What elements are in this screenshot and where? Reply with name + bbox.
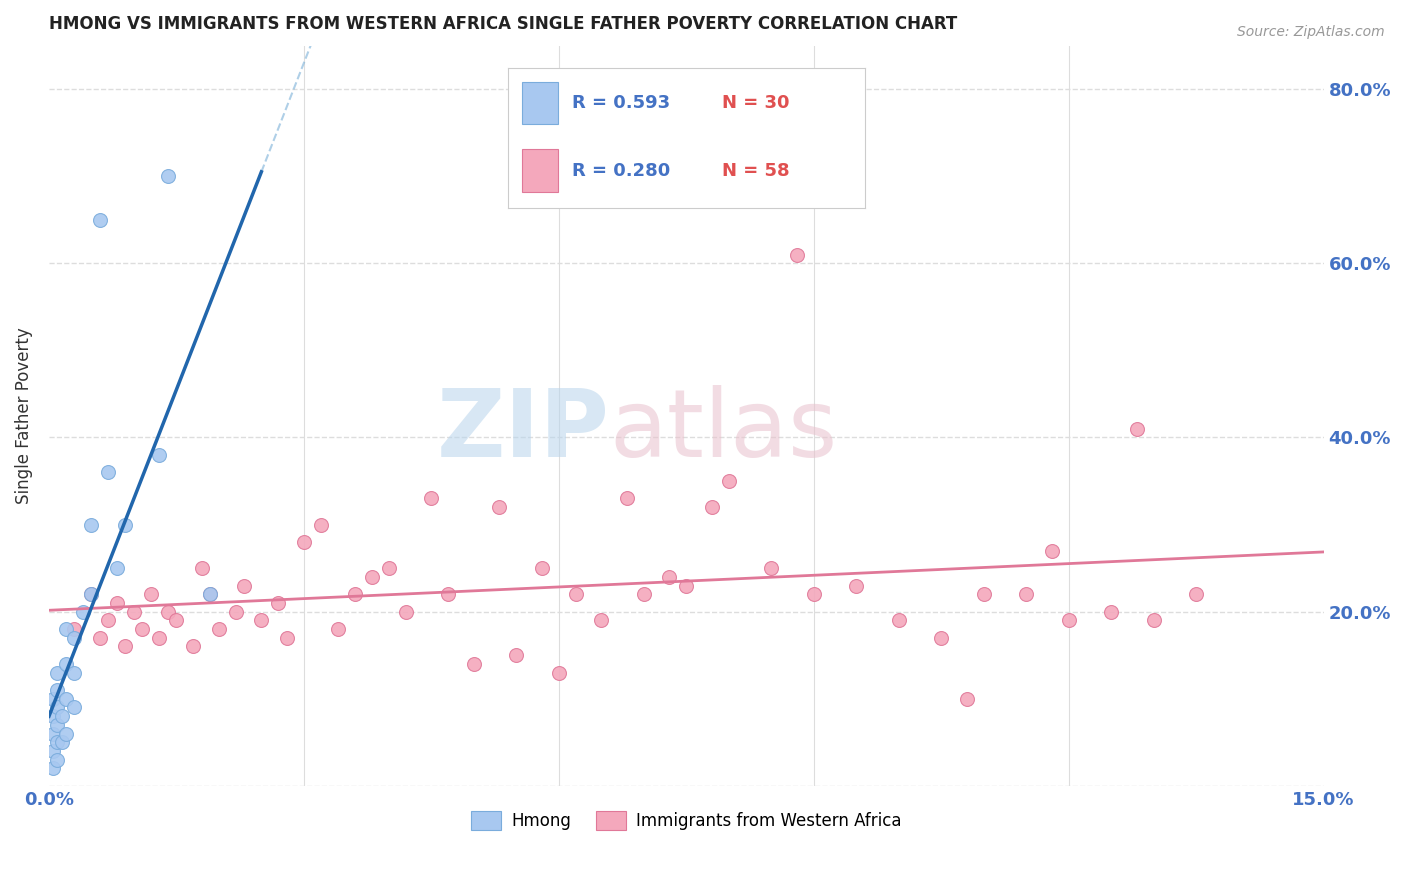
Point [183, 640, 205, 654]
Point [1040, 543, 1063, 558]
Point [46, 665, 69, 680]
Point [929, 631, 952, 645]
Point [80, 517, 103, 532]
Point [1142, 613, 1164, 627]
Text: ZIP: ZIP [437, 384, 610, 476]
Point [565, 587, 588, 601]
Point [633, 587, 655, 601]
Point [395, 605, 418, 619]
Point [488, 500, 510, 515]
Point [156, 605, 179, 619]
Point [139, 587, 162, 601]
Point [360, 570, 382, 584]
Point [51, 709, 73, 723]
Point [46, 753, 69, 767]
Point [55, 691, 77, 706]
Point [378, 561, 401, 575]
Point [55, 726, 77, 740]
Point [42, 709, 65, 723]
Point [80, 587, 103, 601]
Point [225, 605, 247, 619]
Point [148, 631, 170, 645]
Text: atlas: atlas [610, 384, 838, 476]
Point [200, 587, 222, 601]
Point [309, 517, 332, 532]
Point [591, 613, 613, 627]
Point [1125, 422, 1147, 436]
Legend: Hmong, Immigrants from Western Africa: Hmong, Immigrants from Western Africa [464, 804, 908, 837]
Point [63, 665, 86, 680]
Point [267, 596, 290, 610]
Point [46, 700, 69, 714]
Point [105, 561, 128, 575]
Point [845, 578, 868, 592]
Point [89, 631, 111, 645]
Point [420, 491, 443, 506]
Point [1015, 587, 1038, 601]
Point [105, 596, 128, 610]
Point [42, 726, 65, 740]
Point [250, 613, 273, 627]
Point [72, 605, 94, 619]
Point [1099, 605, 1122, 619]
Point [658, 570, 681, 584]
Point [114, 517, 136, 532]
Point [46, 718, 69, 732]
Point [191, 561, 214, 575]
Text: HMONG VS IMMIGRANTS FROM WESTERN AFRICA SINGLE FATHER POVERTY CORRELATION CHART: HMONG VS IMMIGRANTS FROM WESTERN AFRICA … [49, 15, 957, 33]
Point [51, 735, 73, 749]
Point [326, 622, 349, 636]
Point [463, 657, 485, 671]
Point [114, 640, 136, 654]
Point [46, 735, 69, 749]
Point [156, 169, 179, 184]
Point [675, 578, 697, 592]
Point [42, 761, 65, 775]
Point [292, 535, 315, 549]
Point [973, 587, 995, 601]
Point [89, 212, 111, 227]
Point [63, 700, 86, 714]
Point [97, 613, 120, 627]
Point [42, 744, 65, 758]
Point [55, 657, 77, 671]
Text: Source: ZipAtlas.com: Source: ZipAtlas.com [1237, 25, 1385, 39]
Point [786, 247, 808, 261]
Point [437, 587, 460, 601]
Point [148, 448, 170, 462]
Point [55, 622, 77, 636]
Point [616, 491, 638, 506]
Point [887, 613, 910, 627]
Point [700, 500, 723, 515]
Point [42, 691, 65, 706]
Point [46, 683, 69, 698]
Point [63, 622, 86, 636]
Point [761, 561, 783, 575]
Point [547, 665, 569, 680]
Point [1057, 613, 1080, 627]
Point [717, 474, 740, 488]
Point [200, 587, 222, 601]
Point [530, 561, 553, 575]
Point [505, 648, 527, 663]
Point [63, 631, 86, 645]
Point [208, 622, 231, 636]
Point [1185, 587, 1208, 601]
Point [80, 587, 103, 601]
Point [233, 578, 256, 592]
Point [803, 587, 825, 601]
Point [165, 613, 187, 627]
Point [276, 631, 298, 645]
Point [97, 466, 120, 480]
Point [343, 587, 366, 601]
Point [956, 691, 979, 706]
Point [122, 605, 145, 619]
Point [131, 622, 153, 636]
Y-axis label: Single Father Poverty: Single Father Poverty [15, 327, 32, 504]
